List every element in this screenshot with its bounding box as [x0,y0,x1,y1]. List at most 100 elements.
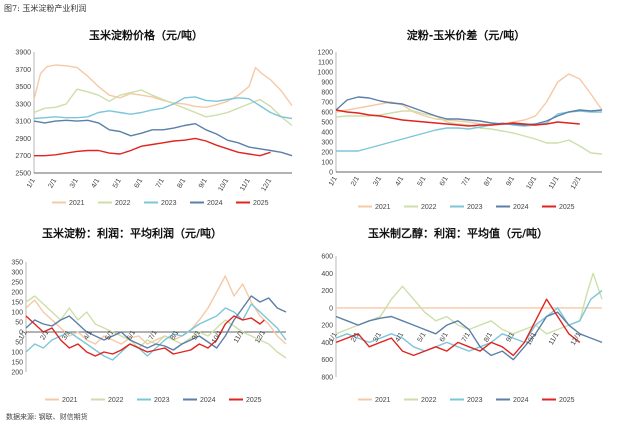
x-tick-label: 3/1 [69,177,80,189]
y-tick-label: 2700 [15,153,31,160]
x-tick-label: 2/1 [47,177,58,189]
series-line-2025 [335,109,580,127]
y-tick-label: 0 [329,305,333,312]
legend-label-2025: 2025 [559,397,575,404]
legend-label-2024: 2024 [513,397,529,404]
series-line-2022 [335,272,603,335]
legend-label-2023: 2023 [467,204,483,211]
y-tick-label: 0 [19,330,23,337]
chart-title: 玉米淀粉：利润：平均利润（元/吨） [42,226,222,240]
x-tick-label: 11/1 [548,175,561,190]
series-line-2023 [336,110,602,152]
legend-label-2021: 2021 [375,397,391,404]
x-tick-label: 3/1 [61,329,72,341]
x-tick-label: 5/1 [417,331,428,343]
x-tick-label: 9/1 [198,177,209,189]
x-tick-label: 6/1 [126,329,137,341]
x-tick-label: 7/1 [148,329,159,341]
x-tick-label: 1/1 [328,331,339,343]
x-tick-label: 4/1 [394,331,405,343]
series-line-2024 [335,311,603,361]
legend-label-2024: 2024 [200,397,216,404]
series-line-2024 [335,96,603,126]
chart-title: 玉米制乙醇：利润：平均值（元/吨） [368,226,548,240]
y-tick-label: 50 [15,340,23,347]
legend-label-2023: 2023 [467,397,483,404]
y-tick-label: 400 [321,130,333,137]
x-tick-label: 2/1 [350,175,361,187]
y-tick-label: 500 [321,120,333,127]
legend-label-2021: 2021 [69,200,85,207]
x-tick-label: 7/1 [155,177,166,189]
y-tick-label: 400 [321,271,333,278]
x-tick-label: 1/1 [328,175,339,187]
y-tick-label: 600 [321,110,333,117]
y-tick-label: 3900 [15,50,31,57]
y-tick-label: 3500 [15,84,31,91]
x-tick-label: 8/1 [483,331,494,343]
legend-label-2025: 2025 [253,200,269,207]
x-tick-label: 1/1 [26,177,37,189]
x-tick-label: 4/1 [394,175,405,187]
legend-label-2023: 2023 [161,200,177,207]
chart-panel-starch-profit: 玉米淀粉：利润：平均利润（元/吨） 200 150 100 50 0 50 100 150 200… [0,222,300,412]
chart-title: 玉米淀粉价格（元/吨） [89,28,203,42]
legend-label-2025: 2025 [559,204,575,211]
y-tick-label: 200 [11,290,23,297]
series-line-2021 [25,275,287,345]
y-tick-label: 100 [11,350,23,357]
x-tick-label: 12/1 [260,177,273,192]
x-tick-label: 9/1 [505,331,516,343]
legend-label-2024: 2024 [513,204,529,211]
series-line-2022 [33,88,293,127]
y-tick-label: 50 [15,320,23,327]
y-tick-label: 100 [321,160,333,167]
series-line-2023 [335,290,603,352]
x-tick-label: 2/1 [40,329,51,341]
legend-label-2021: 2021 [62,397,78,404]
x-tick-label: 4/1 [83,329,94,341]
source-note: 数据来源: 钢联、财信期货 [6,413,88,421]
y-tick-label: 400 [321,340,333,347]
series-line-2024 [25,295,287,351]
starch-profit-chart: 玉米淀粉：利润：平均利润（元/吨） 200 150 100 50 0 50 100 150 200… [11,226,287,404]
y-tick-label: 800 [321,90,333,97]
x-tick-label: 10/1 [525,331,538,346]
y-tick-label: 200 [321,288,333,295]
y-tick-label: 900 [321,80,333,87]
y-tick-label: 200 [11,370,23,377]
y-tick-label: 200 [321,150,333,157]
y-tick-label: 150 [11,360,23,367]
y-tick-label: 3700 [15,67,31,74]
series-line-2025 [335,298,581,357]
chart-panel-starch-price: 玉米淀粉价格（元/吨） 2500 2700 2900 3100 3300 3500 3700 3… [0,22,300,218]
x-tick-label: 2/1 [350,331,361,343]
x-tick-label: 3/1 [372,331,383,343]
y-tick-label: 1100 [318,60,333,67]
x-tick-label: 6/1 [439,331,450,343]
ethanol-profit-chart: 玉米制乙醇：利润：平均值（元/吨） 800 600 400 200 0 200 400 600 1… [321,226,603,404]
series-line-2021 [335,73,603,126]
y-tick-label: 300 [11,270,23,277]
y-tick-label: 1000 [317,70,333,77]
x-tick-label: 6/1 [439,175,450,187]
legend-label-2025: 2025 [246,397,262,404]
y-tick-label: 600 [321,254,333,261]
starch-price-chart: 玉米淀粉价格（元/吨） 2500 2700 2900 3100 3300 3500 3700 3… [15,28,293,207]
y-tick-label: 350 [11,260,23,267]
legend-label-2023: 2023 [154,397,170,404]
series-line-2023 [33,96,293,120]
legend-label-2022: 2022 [421,397,437,404]
x-tick-label: 8/1 [483,175,494,187]
series-line-2022 [335,110,603,155]
legend-label-2022: 2022 [108,397,124,404]
x-tick-label: 5/1 [417,175,428,187]
chart-title: 淀粉-玉米价差（元/吨） [407,28,526,42]
y-tick-label: 200 [321,323,333,330]
y-tick-label: 250 [11,280,23,287]
series-line-2025 [34,137,271,157]
y-tick-label: 0 [329,170,333,177]
series-line-2024 [33,119,293,157]
x-tick-label: 8/1 [170,329,181,341]
y-tick-label: 800 [321,375,333,382]
